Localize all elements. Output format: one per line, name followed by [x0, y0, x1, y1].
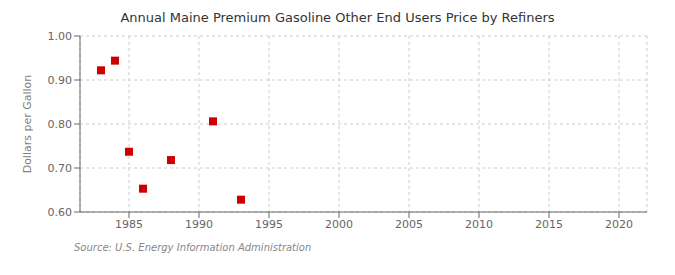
html-text:Source: U.S. Energy Informatio: Source: U.S. Energy Information Administ…	[74, 242, 312, 253]
svg-text:1.00: 1.00	[48, 30, 73, 43]
svg-text:1990: 1990	[185, 218, 213, 231]
svg-text:2020: 2020	[605, 218, 633, 231]
svg-text:2015: 2015	[535, 218, 563, 231]
svg-text:0.90: 0.90	[48, 74, 73, 87]
svg-text:0.80: 0.80	[48, 118, 73, 131]
html-text:Annual Maine Premium Gasoline: Annual Maine Premium Gasoline Other End …	[120, 10, 555, 25]
svg-text:1995: 1995	[255, 218, 283, 231]
svg-text:Dollars per Gallon: Dollars per Gallon	[21, 75, 34, 174]
svg-text:2000: 2000	[325, 218, 353, 231]
svg-text:2005: 2005	[395, 218, 423, 231]
svg-text:0.70: 0.70	[48, 162, 73, 175]
svg-text:0.60: 0.60	[48, 206, 73, 219]
svg-text:2010: 2010	[465, 218, 493, 231]
svg-text:1985: 1985	[115, 218, 143, 231]
